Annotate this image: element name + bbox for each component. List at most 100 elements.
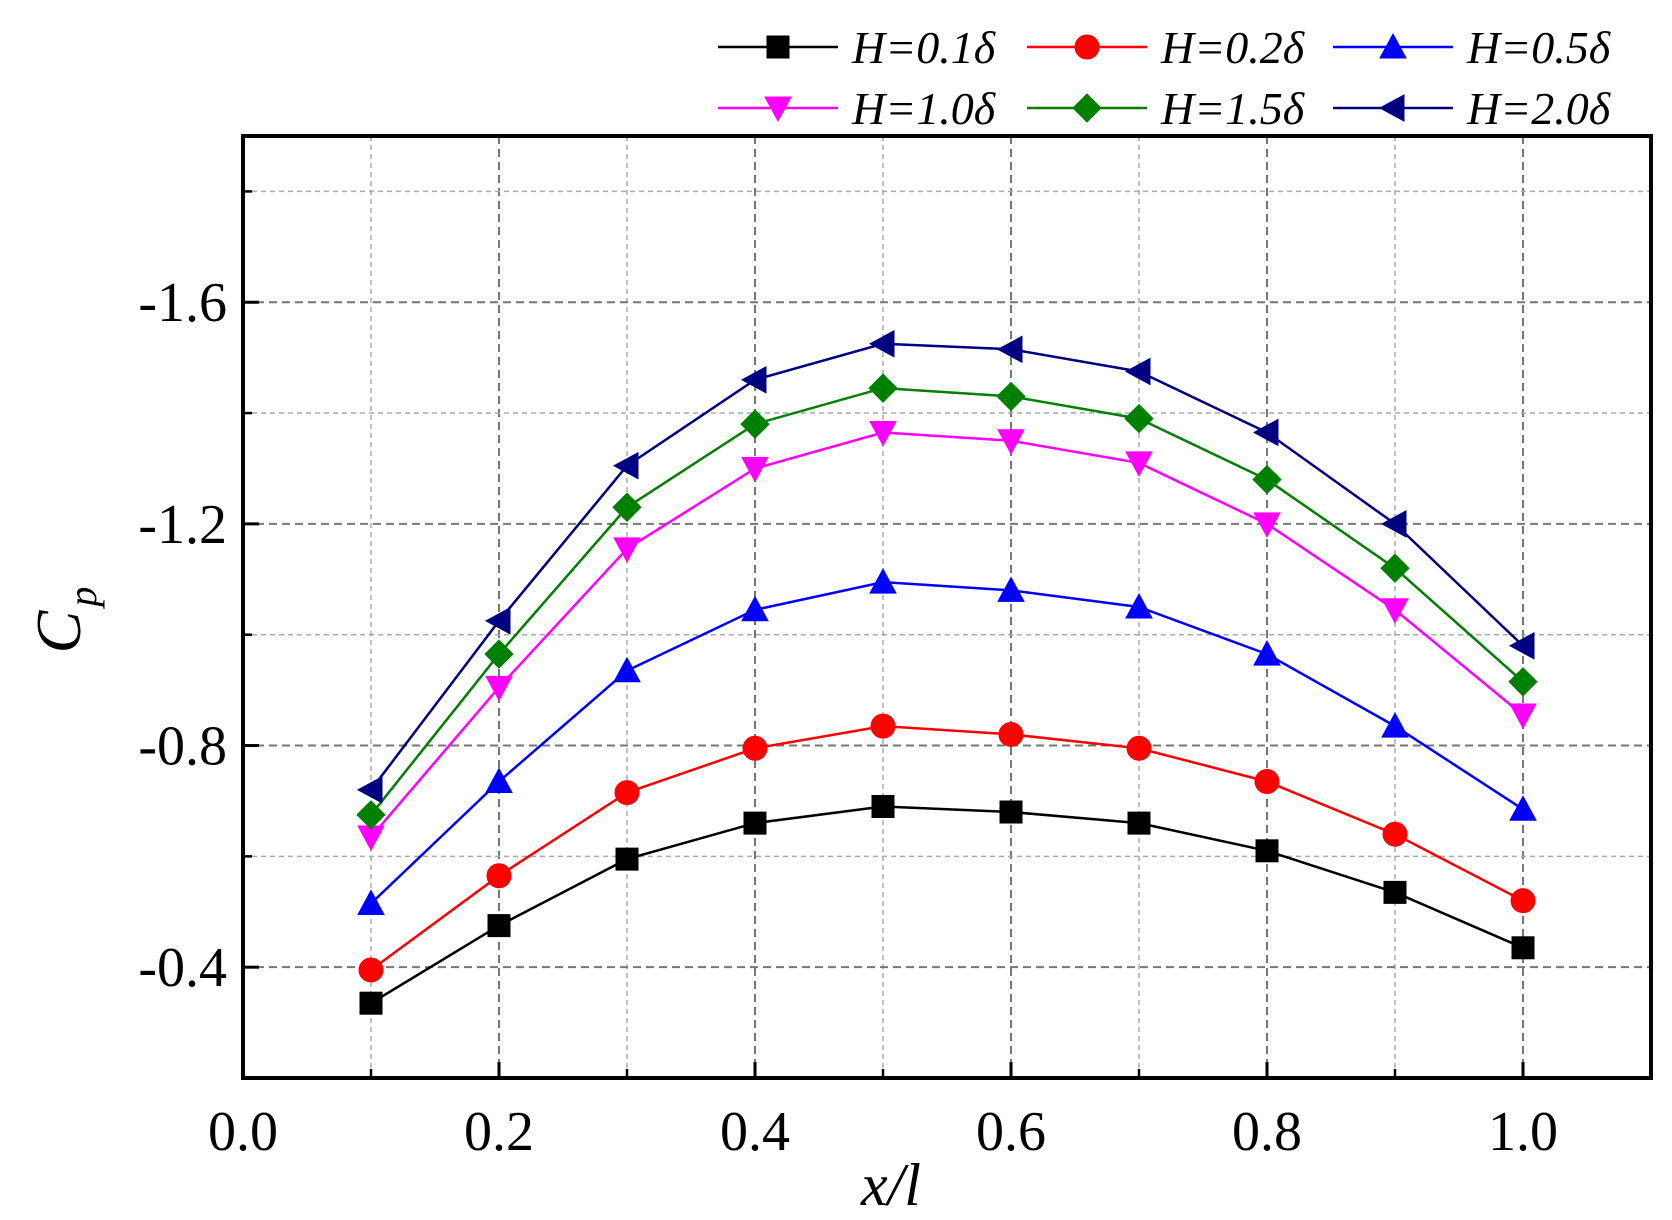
series-line xyxy=(370,386,1524,816)
data-point xyxy=(1381,712,1409,738)
data-point xyxy=(1253,512,1281,538)
legend-marker xyxy=(1378,94,1405,122)
series-line xyxy=(370,580,1524,905)
legend-label: H=1.0δ xyxy=(851,83,996,134)
series-line xyxy=(370,724,1524,971)
data-point xyxy=(1127,811,1151,835)
data-point xyxy=(612,492,642,522)
data-point xyxy=(996,335,1023,364)
legend-item: H=2.0δ xyxy=(1333,83,1611,134)
data-point xyxy=(997,429,1025,455)
data-point xyxy=(997,576,1025,602)
data-point xyxy=(484,639,514,669)
data-point xyxy=(1383,880,1407,904)
series-3 xyxy=(357,568,1537,915)
data-point xyxy=(1124,403,1154,434)
data-point xyxy=(615,847,639,871)
data-point xyxy=(870,713,896,739)
data-point xyxy=(1254,769,1280,795)
data-point xyxy=(999,800,1023,824)
series-6 xyxy=(356,329,1535,804)
data-point xyxy=(1508,631,1535,660)
legend-item: H=0.2δ xyxy=(1027,22,1305,73)
data-point xyxy=(740,365,767,394)
data-point xyxy=(1511,936,1535,960)
data-point xyxy=(358,957,384,983)
data-point xyxy=(486,863,512,889)
plot-border xyxy=(241,134,1653,1080)
x-tick-label: 0.8 xyxy=(1232,1101,1302,1163)
legend-label: H=2.0δ xyxy=(1466,83,1611,134)
data-point xyxy=(1255,839,1279,863)
x-axis-title: x/l xyxy=(860,1152,921,1218)
series-5 xyxy=(356,373,1538,830)
data-point xyxy=(1125,451,1153,477)
data-point xyxy=(485,767,513,794)
legend-marker xyxy=(1074,34,1100,60)
data-point xyxy=(1509,795,1537,821)
series-1 xyxy=(359,794,1535,1015)
series-line xyxy=(370,431,1524,838)
data-point xyxy=(484,607,511,635)
x-tick-label: 1.0 xyxy=(1488,1101,1558,1163)
data-point xyxy=(868,373,898,403)
legend-item: H=1.0δ xyxy=(718,83,996,134)
data-point xyxy=(1252,464,1282,495)
data-point xyxy=(742,735,768,761)
legend-marker xyxy=(1072,93,1102,123)
data-point xyxy=(356,776,383,804)
data-point xyxy=(868,329,895,358)
legend-label: H=1.5δ xyxy=(1160,83,1305,134)
data-point xyxy=(740,409,770,439)
data-point xyxy=(998,721,1024,747)
series-layer xyxy=(356,329,1538,1015)
x-tick-label: 0.6 xyxy=(976,1101,1046,1163)
data-point xyxy=(485,675,513,702)
y-axis-title-main: C xyxy=(23,609,94,653)
data-point xyxy=(1381,598,1409,624)
legend-item: H=0.5δ xyxy=(1333,22,1611,73)
y-axis-title: Cp xyxy=(23,587,105,654)
data-point xyxy=(614,780,640,806)
data-point xyxy=(869,420,897,447)
legend-item: H=1.5δ xyxy=(1027,83,1305,134)
data-point xyxy=(743,811,767,835)
data-point xyxy=(357,889,385,915)
series-2 xyxy=(358,713,1536,983)
legend-label: H=0.5δ xyxy=(1466,22,1611,73)
series-4 xyxy=(357,420,1537,852)
data-point xyxy=(869,568,897,594)
svg-text:Cp: Cp xyxy=(23,587,105,654)
data-point xyxy=(356,800,386,830)
data-point xyxy=(613,656,641,683)
data-point xyxy=(1382,821,1408,847)
data-point xyxy=(1380,510,1407,538)
data-point xyxy=(1508,667,1538,697)
y-axis-title-sub: p xyxy=(60,587,105,610)
legend-marker xyxy=(766,35,790,59)
series-line xyxy=(370,805,1524,1005)
data-point xyxy=(612,451,639,480)
data-point xyxy=(1126,735,1152,761)
data-point xyxy=(613,537,641,563)
tick-layer: 0.0 0.2 0.4 0.6 0.8 1.0 -0.4 -0.8 -1.2 -1.6 xyxy=(138,190,1558,1163)
series-line xyxy=(370,342,1524,791)
y-tick-label: -1.2 xyxy=(138,494,227,556)
data-point xyxy=(741,456,769,483)
data-point xyxy=(1253,640,1281,666)
legend-marker xyxy=(764,96,792,123)
x-tick-label: 0.4 xyxy=(720,1101,790,1163)
legend-label: H=0.1δ xyxy=(851,22,996,73)
data-point xyxy=(1125,592,1153,619)
y-tick-label: -0.8 xyxy=(138,716,227,778)
data-point xyxy=(1124,357,1151,386)
data-point xyxy=(1380,553,1410,583)
legend: H=0.1δ H=0.2δ H=0.5δ H=1.0δ H=1.5δ H=2.0δ xyxy=(718,22,1611,134)
data-point xyxy=(1252,418,1279,447)
data-point xyxy=(487,914,511,938)
plot-frame xyxy=(241,134,1653,1080)
data-point xyxy=(996,381,1026,412)
data-point xyxy=(359,991,383,1015)
y-tick-label: -0.4 xyxy=(138,937,227,999)
